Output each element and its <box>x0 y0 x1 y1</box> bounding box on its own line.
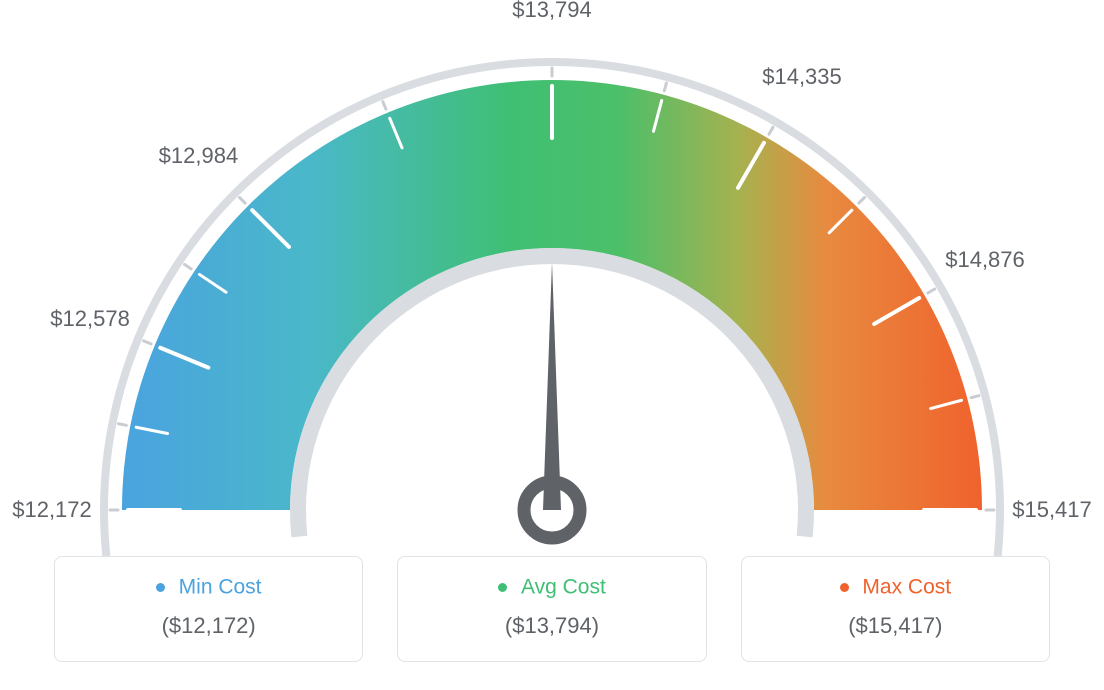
legend-dot-avg <box>498 583 507 592</box>
gauge-tick-label: $13,794 <box>512 0 592 23</box>
cost-gauge-chart: $12,172 $12,578 $12,984 $13,794 $14,335 $14,8… <box>0 0 1104 690</box>
gauge-tick-label: $14,335 <box>762 64 842 90</box>
gauge-tick-label: $12,984 <box>159 143 239 169</box>
legend-card-max: Max Cost ($15,417) <box>741 556 1050 662</box>
legend-card-min: Min Cost ($12,172) <box>54 556 363 662</box>
legend-title-text-min: Min Cost <box>179 575 262 598</box>
legend-dot-min <box>156 583 165 592</box>
legend-row: Min Cost ($12,172) Avg Cost ($13,794) Ma… <box>54 556 1050 662</box>
legend-title-text-max: Max Cost <box>862 575 951 598</box>
legend-title-max: Max Cost <box>752 575 1039 599</box>
legend-value-min: ($12,172) <box>65 613 352 639</box>
legend-value-max: ($15,417) <box>752 613 1039 639</box>
gauge-svg <box>0 0 1104 560</box>
legend-title-min: Min Cost <box>65 575 352 599</box>
legend-title-text-avg: Avg Cost <box>521 575 606 598</box>
legend-value-avg: ($13,794) <box>408 613 695 639</box>
legend-dot-max <box>840 583 849 592</box>
gauge-tick-label: $12,172 <box>12 497 92 523</box>
legend-card-avg: Avg Cost ($13,794) <box>397 556 706 662</box>
gauge-tick-label: $14,876 <box>945 247 1025 273</box>
legend-title-avg: Avg Cost <box>408 575 695 599</box>
gauge-area: $12,172 $12,578 $12,984 $13,794 $14,335 $14,8… <box>0 0 1104 540</box>
gauge-tick-label: $15,417 <box>1012 497 1092 523</box>
gauge-tick-label: $12,578 <box>50 306 130 332</box>
